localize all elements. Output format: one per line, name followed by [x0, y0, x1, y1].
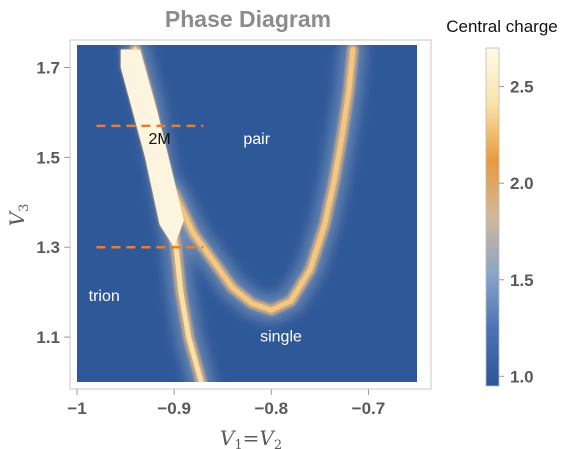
- x-tick-label: −0.9: [157, 399, 191, 418]
- phase-boundary-line-1: [171, 47, 356, 313]
- region-label-single: single: [260, 329, 302, 346]
- x-tick-label: −0.7: [352, 399, 386, 418]
- colorbar-ticks: 1.0 1.5 2.0 2.5: [499, 78, 534, 386]
- x-axis: −1 −0.9 −0.8 −0.7: [67, 389, 385, 418]
- y-tick-label: 1.1: [36, 328, 60, 347]
- y-tick-label: 1.5: [36, 148, 60, 167]
- chart-title: Phase Diagram: [165, 6, 331, 32]
- region-label-trion: trion: [89, 288, 120, 305]
- colorbar-tick-label: 2.5: [510, 78, 534, 97]
- colorbar-tick-label: 2.0: [510, 174, 534, 193]
- y-tick-label: 1.3: [36, 238, 60, 257]
- region-label-pair: pair: [243, 131, 270, 148]
- heatmap-background: [77, 45, 417, 382]
- colorbar-title: Central charge: [446, 17, 558, 36]
- y-axis-label: V3: [5, 204, 32, 227]
- colorbar: [485, 47, 500, 387]
- colorbar-tick-label: 1.5: [510, 271, 534, 290]
- x-tick-label: −1: [67, 399, 86, 418]
- x-tick-label: −0.8: [255, 399, 289, 418]
- region-label-2m: 2M: [148, 131, 170, 148]
- region-labels-layer: 2M pair trion single: [89, 131, 302, 346]
- region-2m-fill: [120, 49, 184, 248]
- plot-frame: [69, 39, 432, 390]
- heatmap-plot-area: [77, 45, 417, 382]
- colorbar-tick-label: 1.0: [510, 367, 534, 386]
- phase-boundaries-layer: [120, 45, 359, 382]
- dashed-lines-layer: [96, 124, 204, 249]
- y-axis: 1.1 1.3 1.5 1.7: [36, 58, 70, 347]
- svg-text:V3: V3: [5, 204, 32, 227]
- y-tick-label: 1.7: [36, 58, 60, 77]
- x-axis-label: V1=V2: [220, 426, 282, 449]
